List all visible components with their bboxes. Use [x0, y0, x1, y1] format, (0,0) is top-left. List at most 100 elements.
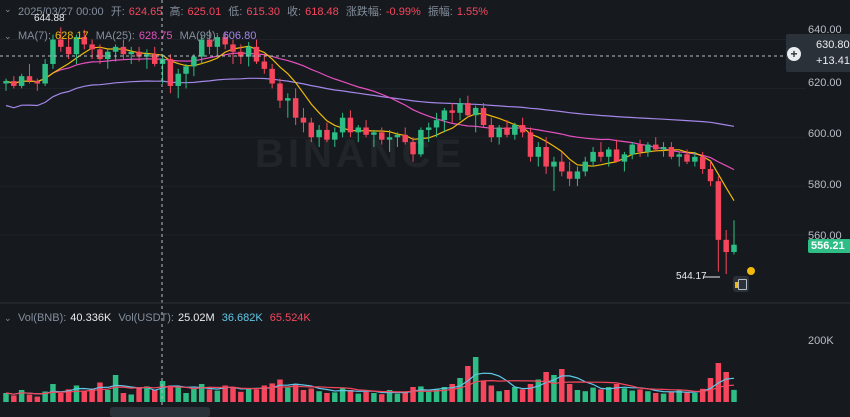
candle-body	[668, 147, 675, 157]
high-value: 625.01	[187, 6, 222, 18]
candle-body	[245, 46, 252, 57]
candle-body	[527, 132, 534, 157]
volume-bar	[97, 382, 103, 402]
candle-body	[699, 156, 706, 169]
candle-body	[449, 110, 455, 113]
candle-body	[410, 142, 416, 155]
volume-bar	[379, 394, 385, 402]
candle-body	[50, 39, 56, 64]
candle-body	[316, 129, 322, 138]
current-price-tag: 556.21	[808, 239, 850, 253]
close-label: 收:	[287, 6, 302, 18]
ma99-line	[5, 77, 735, 127]
candle-body	[347, 117, 354, 133]
candle-body	[230, 44, 236, 52]
candle-body	[26, 76, 33, 82]
volume-bar	[73, 385, 80, 402]
ma99-label: MA(99):	[179, 30, 219, 42]
ma25-line	[5, 52, 735, 171]
ma-collapse-caret-icon[interactable]: ⌄	[4, 31, 12, 41]
volume-bar	[637, 389, 643, 402]
volume-bar	[371, 393, 377, 402]
binance-watermark: BINANCE	[255, 132, 466, 176]
candle-body	[496, 127, 502, 138]
collapse-caret-icon[interactable]: ⌄	[4, 4, 12, 14]
price-tick-580: 580.00	[808, 179, 842, 191]
candle-body	[65, 46, 72, 55]
volume-bar	[527, 384, 534, 402]
candle-body	[519, 125, 526, 133]
chart-scrollbar[interactable]	[110, 407, 210, 417]
candle-body	[645, 144, 651, 152]
volume-bar	[300, 390, 307, 402]
candle-body	[191, 56, 197, 67]
candle-body	[512, 125, 518, 135]
volume-bar	[394, 393, 401, 402]
volume-bar	[245, 388, 252, 402]
volume-bar	[89, 388, 95, 402]
vol-collapse-caret-icon[interactable]: ⌄	[4, 313, 12, 323]
candle-body	[441, 110, 448, 121]
candle-body	[144, 54, 150, 57]
volume-bar	[277, 379, 283, 402]
volume-bar	[206, 389, 213, 402]
candle-body	[660, 147, 667, 150]
candle-body	[81, 37, 88, 45]
volume-bar	[222, 385, 228, 402]
volume-bar	[692, 393, 698, 402]
candle-body	[715, 181, 722, 240]
candle-body	[175, 73, 181, 86]
volume-bar	[269, 383, 275, 402]
volume-bar	[285, 387, 291, 402]
vol-usdt-label: Vol(USDT):	[118, 312, 174, 324]
volume-bar	[668, 391, 675, 402]
volume-bar	[230, 387, 236, 402]
volume-bar	[253, 389, 260, 402]
volume-bar	[582, 391, 589, 402]
candle-body	[355, 127, 361, 133]
candle-body	[159, 59, 166, 64]
candle-body	[151, 54, 158, 64]
candle-body	[394, 134, 401, 138]
volume-bar	[425, 391, 432, 402]
candle-body	[465, 103, 471, 116]
volume-bar	[363, 391, 369, 402]
volume-bar	[676, 390, 682, 402]
candle-body	[324, 129, 330, 140]
candle-body	[89, 44, 95, 50]
volume-bar	[731, 389, 737, 402]
ma-info-bar: MA(7): 628.17 MA(25): 628.75 MA(99): 606.80	[18, 30, 260, 42]
volume-bar	[144, 386, 150, 402]
price-tick-640: 640.00	[808, 24, 842, 36]
candle-body	[198, 39, 205, 57]
candle-body	[363, 127, 369, 135]
candle-body	[535, 147, 542, 157]
ma99-path	[5, 77, 735, 127]
volume-bar	[167, 385, 174, 402]
candle-body	[472, 107, 479, 116]
volume-bar	[136, 387, 142, 402]
candle-body	[3, 81, 9, 84]
candle-body	[684, 154, 690, 162]
candle-body	[613, 149, 620, 162]
volume-bar	[535, 379, 542, 402]
candle-body	[120, 46, 127, 55]
volume-bar	[551, 375, 557, 402]
crosshair-change: +13.41	[816, 55, 850, 67]
candle-body	[566, 171, 573, 179]
notebook-icon[interactable]	[733, 276, 749, 292]
ma25-value: 628.75	[138, 30, 173, 42]
candle-body	[261, 61, 268, 69]
volume-bar	[183, 393, 189, 402]
candle-body	[606, 149, 612, 157]
add-alert-plus-icon[interactable]: +	[787, 47, 801, 61]
volume-bar	[543, 372, 549, 402]
candle-body	[42, 63, 48, 84]
candle-body	[277, 83, 283, 101]
volume-bar	[621, 388, 628, 402]
volume-bar	[42, 391, 48, 402]
candle-body	[58, 39, 64, 47]
candle-body	[652, 144, 659, 150]
